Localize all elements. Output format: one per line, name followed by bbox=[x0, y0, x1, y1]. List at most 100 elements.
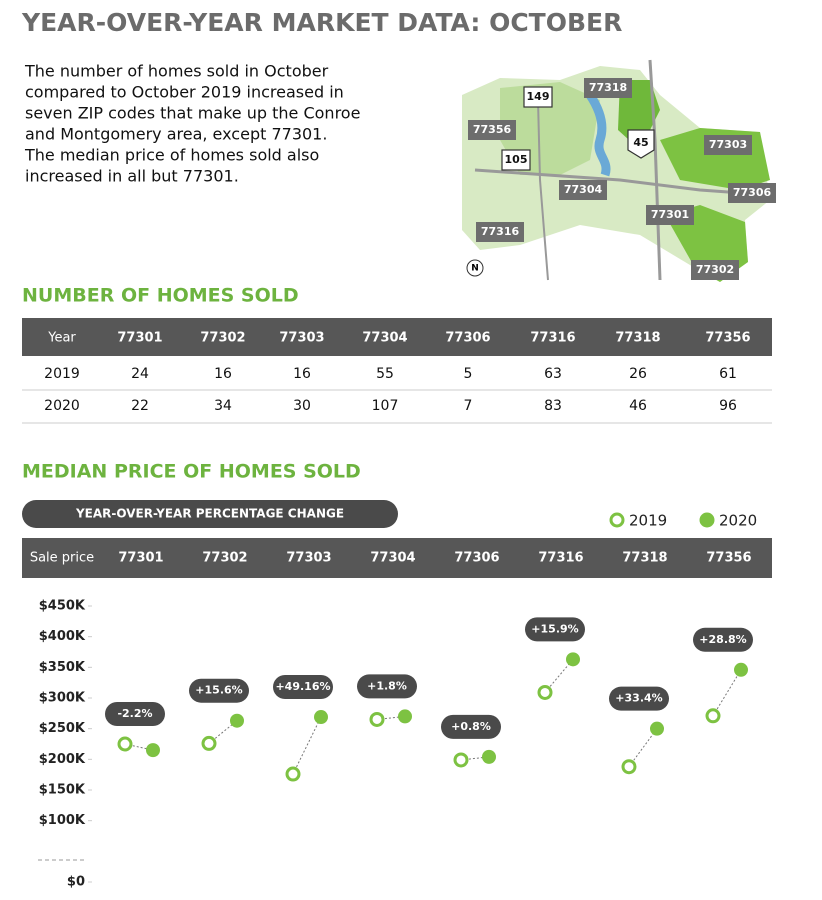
category-label: 77303 bbox=[286, 551, 331, 566]
change-label: +15.9% bbox=[531, 622, 578, 635]
intro-line: increased in all but 77301. bbox=[25, 167, 239, 186]
chart-header bbox=[22, 538, 772, 578]
change-pill bbox=[441, 714, 501, 739]
point-2019 bbox=[453, 752, 469, 768]
intro-line: seven ZIP codes that make up the Conroe bbox=[25, 104, 360, 123]
legend-marker bbox=[699, 512, 715, 528]
zip-label: 77302 bbox=[696, 263, 734, 276]
compass-label: N bbox=[471, 264, 479, 274]
zip-label: 77303 bbox=[709, 138, 747, 151]
change-label: +0.8% bbox=[451, 720, 491, 733]
point-2020 bbox=[566, 652, 580, 667]
category-label: 77318 bbox=[622, 551, 667, 566]
road bbox=[648, 59, 662, 281]
category-label: 77304 bbox=[370, 551, 415, 566]
zip-tag bbox=[559, 180, 607, 200]
point-2020 bbox=[230, 713, 244, 728]
y-tick-label: $450K bbox=[39, 599, 86, 614]
table-column-header: 77316 bbox=[530, 331, 575, 346]
change-pill bbox=[357, 674, 417, 699]
zip-tag bbox=[728, 183, 776, 203]
legend-marker bbox=[609, 512, 625, 528]
table-cell: 22 bbox=[131, 398, 149, 414]
y-tick-label: $300K bbox=[39, 691, 86, 706]
connector bbox=[712, 669, 742, 717]
zip-tag bbox=[646, 205, 694, 225]
highway-label: 105 bbox=[505, 153, 528, 166]
category-label: 77306 bbox=[454, 551, 499, 566]
page-title: YEAR-OVER-YEAR MARKET DATA: OCTOBER bbox=[21, 8, 622, 37]
table-column-header: 77356 bbox=[705, 331, 750, 346]
zip-tag bbox=[691, 260, 739, 280]
section-title: MEDIAN PRICE OF HOMES SOLD bbox=[22, 461, 361, 483]
table-header bbox=[22, 318, 772, 356]
highway-shield bbox=[501, 149, 531, 171]
table-cell: 2019 bbox=[44, 366, 80, 382]
point-2020 bbox=[314, 710, 328, 725]
change-pill bbox=[189, 678, 249, 703]
table-cell: 46 bbox=[629, 398, 647, 414]
change-label: +49.16% bbox=[275, 680, 330, 693]
point-2019 bbox=[285, 766, 301, 782]
point-2019 bbox=[369, 711, 385, 727]
zip-label: 77304 bbox=[564, 183, 603, 196]
zip-tag bbox=[468, 120, 516, 140]
section-title: NUMBER OF HOMES SOLD bbox=[22, 285, 299, 307]
point-2020 bbox=[734, 662, 748, 677]
table-cell: 24 bbox=[131, 366, 149, 382]
table-cell: 7 bbox=[464, 398, 473, 414]
highway-label: 45 bbox=[633, 136, 648, 149]
change-pill bbox=[693, 627, 753, 652]
zip-tag bbox=[584, 78, 632, 98]
point-2020 bbox=[482, 749, 496, 764]
category-label: 77356 bbox=[706, 551, 751, 566]
point-2020 bbox=[398, 709, 412, 724]
intro-line: The number of homes sold in October bbox=[24, 62, 329, 81]
table-column-header: 77318 bbox=[615, 331, 660, 346]
intro-line: The median price of homes sold also bbox=[24, 146, 319, 165]
table-cell: 55 bbox=[376, 366, 394, 382]
table-cell: 30 bbox=[293, 398, 311, 414]
point-2019 bbox=[201, 735, 217, 751]
point-2019 bbox=[621, 759, 637, 775]
table-cell: 26 bbox=[629, 366, 647, 382]
zip-label: 77301 bbox=[651, 208, 689, 221]
compass bbox=[466, 259, 484, 277]
map: 149 105 45 N 77318 77356 77303 77304 773… bbox=[462, 59, 776, 282]
legend-label: 2020 bbox=[719, 512, 757, 530]
change-pill bbox=[273, 675, 333, 700]
table-cell: 63 bbox=[544, 366, 562, 382]
table-column-header: 77302 bbox=[200, 331, 245, 346]
y-tick-label: $400K bbox=[39, 629, 86, 644]
table-column-header: 77301 bbox=[117, 331, 162, 346]
connector bbox=[544, 659, 574, 693]
zip-tag bbox=[704, 135, 752, 155]
table-cell: 5 bbox=[464, 366, 473, 382]
category-label: 77302 bbox=[202, 551, 247, 566]
change-pill bbox=[525, 617, 585, 642]
change-label: +15.6% bbox=[195, 684, 242, 697]
point-2020 bbox=[650, 721, 664, 736]
table-column-header: 77306 bbox=[445, 331, 490, 346]
legend-label: 2019 bbox=[629, 512, 667, 530]
table-column-header: 77304 bbox=[362, 331, 407, 346]
table-cell: 34 bbox=[214, 398, 232, 414]
intro-line: and Montgomery area, except 77301. bbox=[25, 125, 327, 144]
point-2019 bbox=[117, 736, 133, 752]
table-cell: 16 bbox=[293, 366, 311, 382]
subtitle-banner bbox=[22, 500, 398, 528]
point-2019 bbox=[705, 708, 721, 724]
category-label: 77301 bbox=[118, 551, 163, 566]
intro-line: compared to October 2019 increased in bbox=[25, 83, 344, 102]
change-label: -2.2% bbox=[117, 707, 152, 720]
category-label: 77316 bbox=[538, 551, 583, 566]
highway-label: 149 bbox=[527, 90, 550, 103]
y-tick-label: $200K bbox=[39, 752, 86, 767]
point-2020 bbox=[146, 743, 160, 758]
table-cell: 61 bbox=[719, 366, 737, 382]
y-tick-label: $0 bbox=[67, 875, 85, 890]
header-label: Sale price bbox=[30, 551, 94, 566]
change-label: +28.8% bbox=[699, 633, 746, 646]
table-cell: 2020 bbox=[44, 398, 80, 414]
